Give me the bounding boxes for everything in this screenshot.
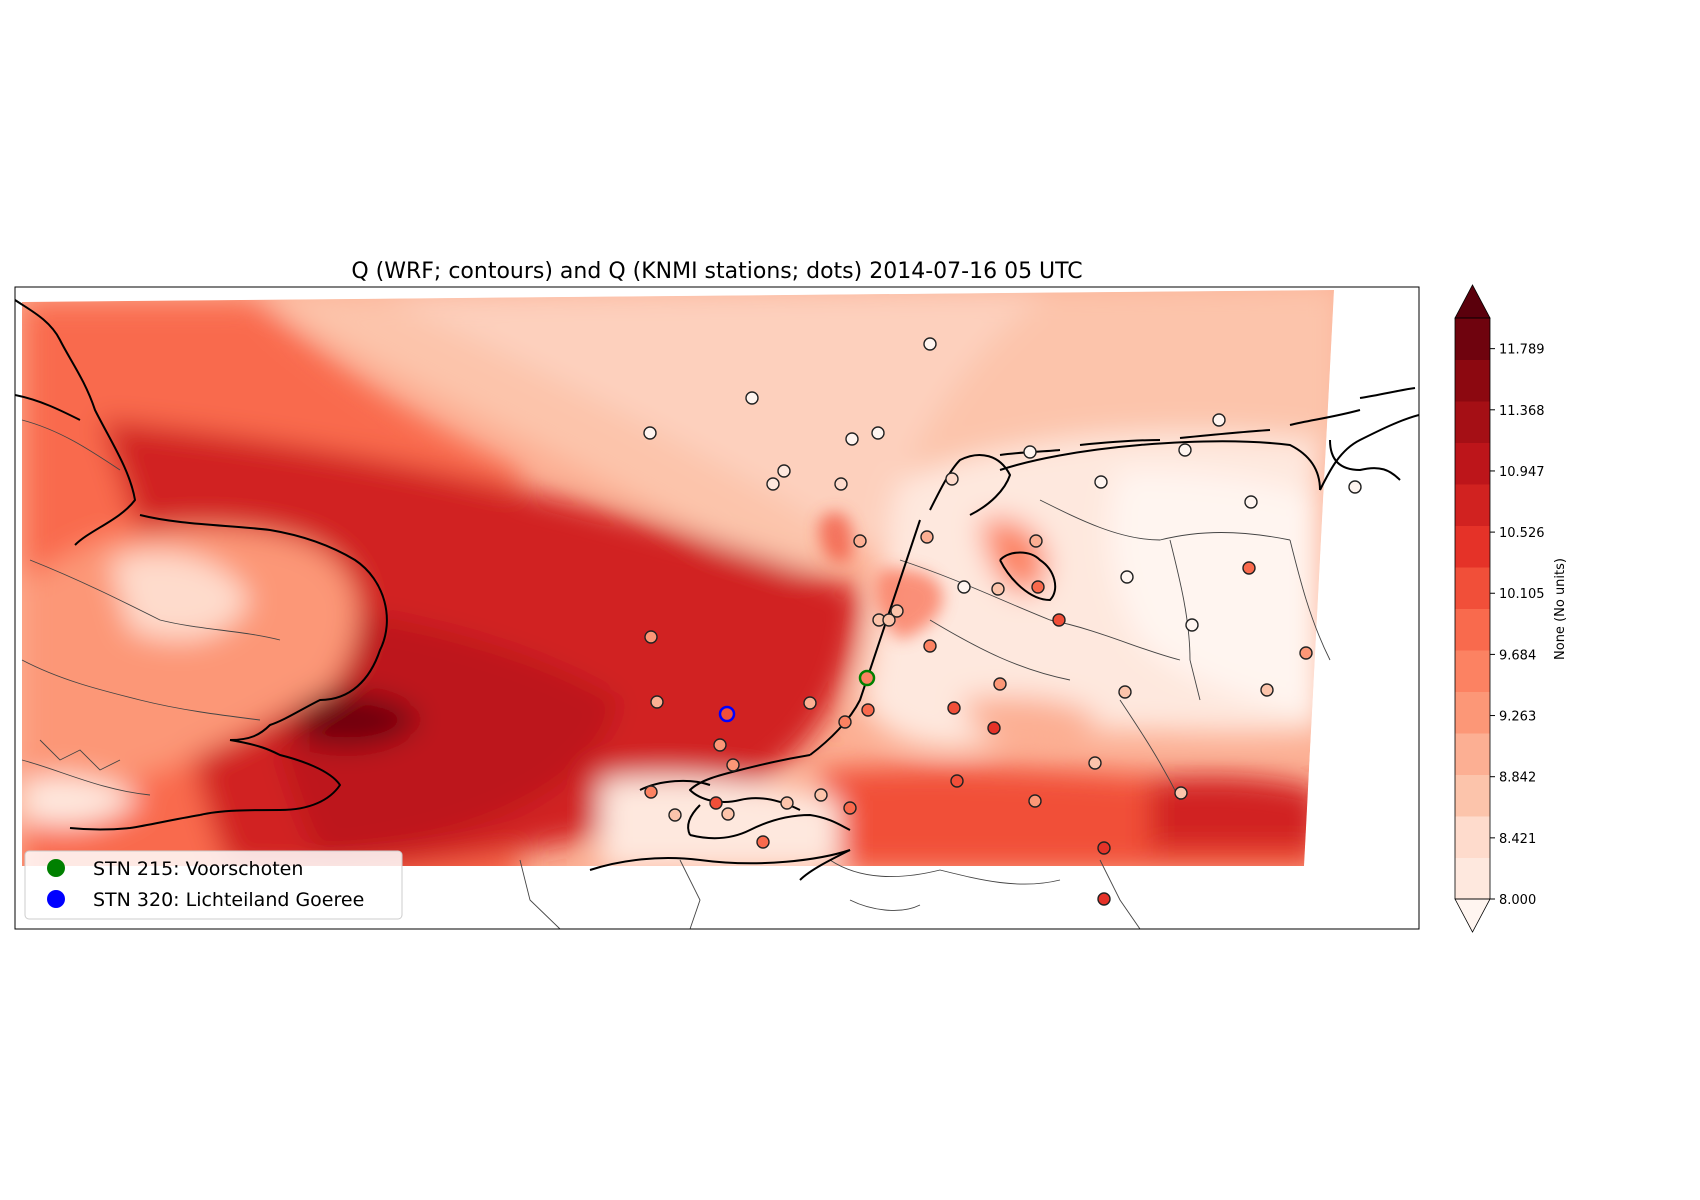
station-dot: [1052, 613, 1066, 627]
colorbar-tick-label: 8.421: [1499, 832, 1536, 847]
station-dot: [745, 391, 759, 405]
colorbar-label: None (No units): [1553, 558, 1568, 660]
legend-marker-voorschoten: [47, 859, 65, 877]
colorbar-band: [1455, 650, 1490, 692]
station-dot: [845, 432, 859, 446]
colorbar-band: [1455, 691, 1490, 734]
colorbar-tick-label: 11.368: [1499, 404, 1545, 419]
station-dot: [1178, 443, 1192, 457]
station-dot: [1299, 646, 1313, 660]
station-dot: [1097, 892, 1111, 906]
station-dot: [920, 530, 934, 544]
station-dot: [803, 696, 817, 710]
legend-marker-lichteiland-goeree: [47, 890, 65, 908]
station-dot: [871, 426, 885, 440]
colorbar-band: [1455, 816, 1490, 858]
legend-label-lichteiland-goeree: STN 320: Lichteiland Goeree: [93, 889, 364, 911]
station-dot: [709, 796, 723, 810]
station-dot: [650, 695, 664, 709]
colorbar-band: [1455, 401, 1490, 443]
station-dot: [644, 630, 658, 644]
station-320-lichteiland-goeree-marker: [718, 705, 736, 723]
station-dot: [1174, 786, 1188, 800]
station-dot: [957, 580, 971, 594]
station-dot: [1244, 495, 1258, 509]
station-dot: [766, 477, 780, 491]
colorbar-tick-label: 10.105: [1499, 587, 1545, 602]
legend-label-voorschoten: STN 215: Voorschoten: [93, 858, 303, 880]
map-area: [15, 287, 1419, 929]
colorbar-band: [1455, 857, 1490, 900]
station-dot: [923, 639, 937, 653]
station-dot: [1029, 534, 1043, 548]
plot-title: Q (WRF; contours) and Q (KNMI stations; …: [351, 259, 1082, 284]
colorbar-tick-label: 8.842: [1499, 771, 1536, 786]
map-frame: [14, 286, 1420, 930]
station-dot: [780, 796, 794, 810]
colorbar-band: [1455, 567, 1490, 609]
station-dot: [950, 774, 964, 788]
colorbar-tick-label: 11.789: [1499, 343, 1545, 358]
legend: STN 215: Voorschoten STN 320: Lichteilan…: [24, 850, 403, 920]
station-dot: [726, 758, 740, 772]
colorbar-band: [1455, 525, 1490, 568]
colorbar-band: [1455, 774, 1490, 817]
colorbar-extend-min: [1454, 898, 1491, 933]
station-dot: [668, 808, 682, 822]
station-dot: [993, 677, 1007, 691]
station-dot: [756, 835, 770, 849]
colorbar-band: [1455, 484, 1490, 526]
station-dot: [843, 801, 857, 815]
station-dot: [1118, 685, 1132, 699]
colorbar-tick-label: 8.000: [1499, 893, 1536, 908]
station-dot: [838, 715, 852, 729]
station-dot: [1242, 561, 1256, 575]
station-dot: [1348, 480, 1362, 494]
colorbar: 8.000 8.421 8.842 9.263 9.684 10.105 10.526 10.…: [1454, 284, 1545, 933]
colorbar-band: [1455, 442, 1490, 485]
station-dot: [1028, 794, 1042, 808]
station-dot: [814, 788, 828, 802]
colorbar-band: [1455, 359, 1490, 402]
colorbar-band: [1455, 733, 1490, 775]
colorbar-tick-label: 9.684: [1499, 648, 1536, 663]
colorbar-frame: [1454, 317, 1491, 900]
station-dot: [1260, 683, 1274, 697]
station-dot: [644, 785, 658, 799]
station-dot: [1094, 475, 1108, 489]
station-dot: [713, 738, 727, 752]
station-dot: [777, 464, 791, 478]
station-dot: [1212, 413, 1226, 427]
station-dot: [1031, 580, 1045, 594]
station-dot: [882, 613, 896, 627]
station-dot: [1023, 445, 1037, 459]
colorbar-band: [1455, 608, 1490, 651]
station-dot: [834, 477, 848, 491]
colorbar-tick-label: 10.526: [1499, 526, 1545, 541]
station-dot: [861, 703, 875, 717]
station-dot: [721, 807, 735, 821]
station-dot: [890, 604, 904, 618]
station-dot: [991, 582, 1005, 596]
station-215-voorschoten-marker: [858, 669, 876, 687]
station-dot: [987, 721, 1001, 735]
station-dot: [1088, 756, 1102, 770]
station-dots: [643, 337, 1362, 906]
colorbar-extend-max: [1454, 284, 1491, 319]
station-dot: [923, 337, 937, 351]
station-dot: [643, 426, 657, 440]
colorbar-band: [1455, 318, 1490, 360]
colorbar-tick-label: 10.947: [1499, 465, 1545, 480]
station-dot: [1120, 570, 1134, 584]
colorbar-tick-label: 9.263: [1499, 710, 1536, 725]
station-dot: [1185, 618, 1199, 632]
coastlines: [15, 299, 1419, 881]
station-dot: [853, 534, 867, 548]
admin-borders: [21, 419, 1331, 929]
station-dot: [947, 701, 961, 715]
station-dot: [945, 472, 959, 486]
wrf-humidity-field: [22, 290, 1334, 866]
station-dot: [1097, 841, 1111, 855]
